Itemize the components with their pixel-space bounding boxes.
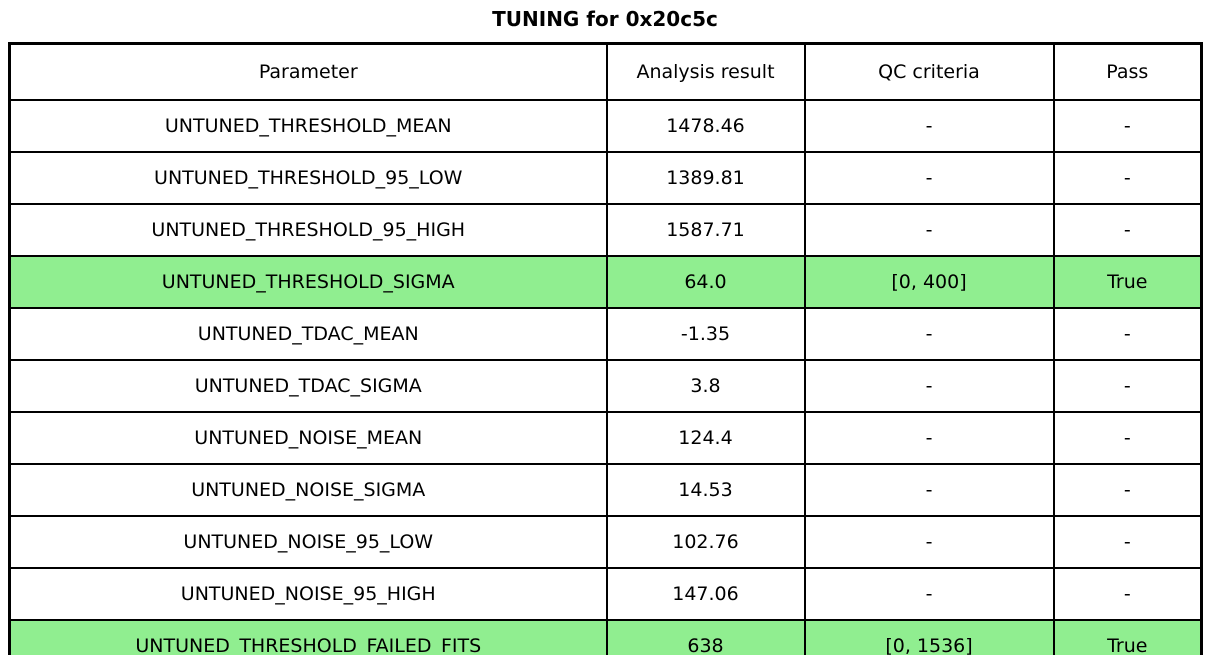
cell-qc-criteria: - — [803, 359, 1055, 413]
cell-analysis-result: 1587.71 — [605, 203, 806, 257]
cell-qc-criteria: - — [803, 463, 1055, 517]
table-row: UNTUNED_THRESHOLD_95_HIGH 1587.71- - — [8, 203, 1203, 257]
cell-analysis-result: 102.76 — [605, 515, 806, 569]
cell-parameter: UNTUNED_TDAC_SIGMA — [8, 359, 608, 413]
cell-parameter: UNTUNED_NOISE_SIGMA — [8, 463, 608, 517]
cell-pass: - — [1052, 463, 1203, 517]
cell-analysis-result: 3.8 — [605, 359, 806, 413]
column-header-analysis-result: Analysis result — [605, 42, 806, 101]
cell-pass: - — [1052, 411, 1203, 465]
cell-pass: - — [1052, 359, 1203, 413]
table-row: UNTUNED_THRESHOLD_SIGMA 64.0 [0, 400] True — [8, 255, 1203, 309]
column-header-parameter: Parameter — [8, 42, 608, 101]
table-row: UNTUNED_TDAC_SIGMA 3.8- - — [8, 359, 1203, 413]
cell-qc-criteria: - — [803, 151, 1055, 205]
cell-qc-criteria: - — [803, 567, 1055, 621]
table-row: UNTUNED_NOISE_95_HIGH 147.06- - — [8, 567, 1203, 621]
cell-pass: - — [1052, 515, 1203, 569]
cell-analysis-result: 124.4 — [605, 411, 806, 465]
cell-parameter: UNTUNED_THRESHOLD_MEAN — [8, 99, 608, 153]
cell-parameter: UNTUNED_NOISE_MEAN — [8, 411, 608, 465]
cell-parameter: UNTUNED_NOISE_95_HIGH — [8, 567, 608, 621]
cell-qc-criteria: [0, 1536] — [803, 619, 1055, 655]
cell-pass: - — [1052, 307, 1203, 361]
cell-parameter: UNTUNED_THRESHOLD_95_LOW — [8, 151, 608, 205]
cell-parameter: UNTUNED_THRESHOLD_FAILED_FITS — [8, 619, 608, 655]
cell-pass: - — [1052, 151, 1203, 205]
cell-qc-criteria: [0, 400] — [803, 255, 1055, 309]
cell-qc-criteria: - — [803, 515, 1055, 569]
cell-parameter: UNTUNED_TDAC_MEAN — [8, 307, 608, 361]
cell-analysis-result: 1478.46 — [605, 99, 806, 153]
cell-parameter: UNTUNED_THRESHOLD_SIGMA — [8, 255, 608, 309]
cell-analysis-result: 147.06 — [605, 567, 806, 621]
cell-analysis-result: -1.35 — [605, 307, 806, 361]
cell-analysis-result: 14.53 — [605, 463, 806, 517]
qc-table-header: Parameter Analysis result QC criteria Pa… — [8, 42, 1203, 101]
table-row: UNTUNED_NOISE_SIGMA 14.53- - — [8, 463, 1203, 517]
qc-table: Parameter Analysis result QC criteria Pa… — [8, 42, 1203, 655]
cell-analysis-result: 638 — [605, 619, 806, 655]
cell-qc-criteria: - — [803, 307, 1055, 361]
cell-analysis-result: 1389.81 — [605, 151, 806, 205]
header-row: Parameter Analysis result QC criteria Pa… — [8, 42, 1203, 101]
cell-analysis-result: 64.0 — [605, 255, 806, 309]
cell-pass: True — [1052, 255, 1203, 309]
table-row: UNTUNED_THRESHOLD_FAILED_FITS 638 [0, 1536… — [8, 619, 1203, 655]
cell-pass: - — [1052, 567, 1203, 621]
cell-parameter: UNTUNED_THRESHOLD_95_HIGH — [8, 203, 608, 257]
column-header-pass: Pass — [1052, 42, 1203, 101]
cell-qc-criteria: - — [803, 203, 1055, 257]
cell-pass: True — [1052, 619, 1203, 655]
qc-table-body: UNTUNED_THRESHOLD_MEAN 1478.46- - UNTUNED_T… — [8, 99, 1203, 655]
table-row: UNTUNED_THRESHOLD_95_LOW 1389.81- - — [8, 151, 1203, 205]
cell-parameter: UNTUNED_NOISE_95_LOW — [8, 515, 608, 569]
cell-pass: - — [1052, 203, 1203, 257]
table-row: UNTUNED_NOISE_95_LOW 102.76- - — [8, 515, 1203, 569]
cell-qc-criteria: - — [803, 99, 1055, 153]
cell-pass: - — [1052, 99, 1203, 153]
table-row: UNTUNED_NOISE_MEAN 124.4- - — [8, 411, 1203, 465]
cell-qc-criteria: - — [803, 411, 1055, 465]
figure-title: TUNING for 0x20c5c — [492, 7, 718, 31]
table-row: UNTUNED_THRESHOLD_MEAN 1478.46- - — [8, 99, 1203, 153]
table-row: UNTUNED_TDAC_MEAN -1.35- - — [8, 307, 1203, 361]
column-header-qc-criteria: QC criteria — [803, 42, 1055, 101]
